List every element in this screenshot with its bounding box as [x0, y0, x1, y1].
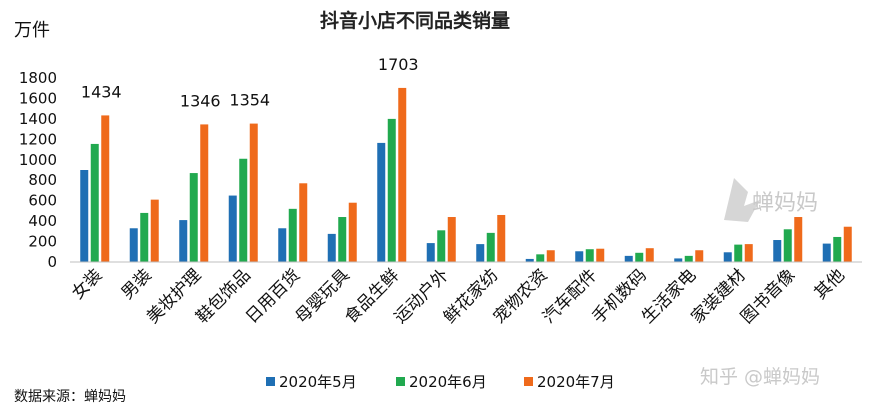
source-note: 数据来源：蝉妈妈 [14, 389, 126, 405]
bar [486, 232, 495, 262]
y-tick-label: 1200 [19, 130, 57, 148]
x-tick-label: 日用百货 [242, 265, 304, 327]
legend-swatch [524, 377, 533, 386]
bar [90, 143, 99, 262]
legend-label: 2020年5月 [279, 373, 357, 391]
bar [377, 142, 386, 262]
x-tick-label: 手机数码 [589, 265, 651, 327]
bars [80, 87, 852, 262]
y-axis: 0 200 400 600 800 1000 1200 1400 1600 1800 [19, 69, 57, 271]
x-tick-label: 其他 [811, 265, 849, 303]
bar [327, 233, 336, 262]
bar [723, 252, 732, 262]
y-tick-label: 1000 [19, 151, 57, 169]
bar [398, 87, 407, 262]
bar [278, 228, 287, 262]
y-tick-label: 1800 [19, 69, 57, 87]
legend-label: 2020年6月 [409, 373, 487, 391]
x-axis-labels: 女装 男装美妆护理鞋包饰品日用百货母婴玩具食品生鲜运动户外鲜花家纺宠物农资汽车配件… [68, 265, 849, 327]
y-tick-label: 0 [47, 253, 57, 271]
bar [387, 118, 396, 262]
bar [129, 228, 138, 262]
x-tick-label: 汽车配件 [539, 265, 601, 327]
y-tick-label: 800 [28, 171, 57, 189]
bar [624, 255, 633, 262]
bar [426, 243, 435, 262]
bar [447, 217, 456, 262]
bar [674, 258, 683, 262]
legend-label: 2020年7月 [537, 373, 615, 391]
watermark-credit: 知乎 @蝉妈妈 [700, 366, 820, 388]
y-tick-label: 400 [28, 212, 57, 230]
bar [299, 183, 308, 262]
legend: 2020年5月 2020年6月 2020年7月 [266, 373, 615, 391]
data-labels: 1434 1346 1354 1703 [81, 55, 419, 110]
bar [200, 124, 209, 262]
bar [822, 243, 831, 262]
bar [833, 236, 842, 262]
x-tick-label: 家装建材 [688, 265, 750, 327]
y-tick-label: 1600 [19, 89, 57, 107]
data-label: 1703 [378, 55, 419, 74]
bar [497, 214, 506, 262]
bar [695, 250, 704, 262]
bar [338, 217, 347, 262]
bar [783, 229, 792, 262]
bar [348, 202, 357, 262]
bar [239, 158, 248, 262]
bar [546, 250, 555, 262]
bar [525, 258, 534, 262]
bar [585, 249, 594, 262]
bar [140, 212, 149, 262]
bar [575, 251, 584, 262]
x-tick-label: 母婴玩具 [292, 265, 354, 327]
y-axis-unit: 万件 [14, 20, 50, 41]
x-tick-label: 食品生鲜 [341, 265, 403, 327]
y-tick-label: 1400 [19, 110, 57, 128]
bar [843, 226, 852, 262]
bar [179, 220, 188, 262]
bar [228, 195, 237, 262]
bar [288, 208, 297, 262]
bar [684, 255, 693, 262]
bar [734, 244, 743, 262]
legend-swatch [396, 377, 405, 386]
data-label: 1434 [81, 82, 122, 101]
bar [596, 248, 605, 262]
watermark-text: 蝉妈妈 [752, 191, 818, 216]
x-tick-label: 运动户外 [391, 265, 453, 327]
x-tick-label: 美妆护理 [143, 265, 205, 327]
bar [536, 254, 545, 262]
y-tick-label: 600 [28, 192, 57, 210]
bar [249, 123, 258, 262]
bar [189, 173, 198, 262]
x-tick-label: 鲜花家纺 [440, 265, 502, 327]
watermark-logo-icon [724, 178, 760, 222]
x-tick-label: 女装 [68, 265, 106, 303]
bar [150, 199, 159, 262]
bar [794, 217, 803, 262]
bar [744, 244, 753, 262]
x-tick-label: 图书音像 [737, 265, 799, 327]
bar [635, 252, 644, 262]
bar [437, 230, 446, 262]
y-tick-label: 200 [28, 233, 57, 251]
watermark: 蝉妈妈 [724, 178, 818, 222]
legend-swatch [266, 377, 275, 386]
data-label: 1346 [180, 91, 221, 110]
data-label: 1354 [229, 91, 270, 110]
bar [773, 240, 782, 262]
x-tick-label: 宠物农资 [490, 265, 552, 327]
x-tick-label: 生活家电 [638, 265, 700, 327]
bar [476, 244, 485, 262]
chart-title: 抖音小店不同品类销量 [320, 9, 510, 32]
x-tick-label: 男装 [118, 265, 156, 303]
bar [645, 248, 654, 262]
x-tick-label: 鞋包饰品 [193, 265, 255, 327]
bar [80, 170, 89, 262]
bar [101, 115, 110, 262]
